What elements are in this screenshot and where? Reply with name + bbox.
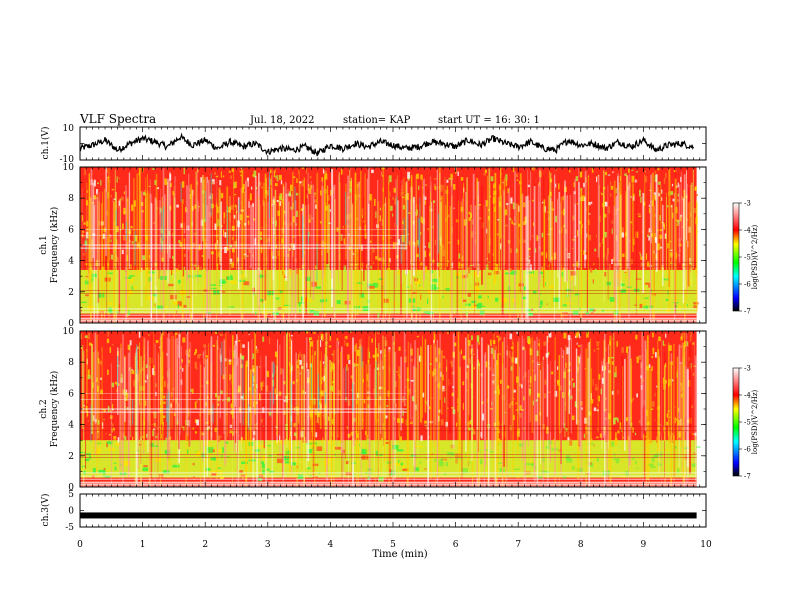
spec1-ytick-label: 2 <box>68 288 74 298</box>
colorbar-tick-label: -4 <box>744 392 751 400</box>
ch3-signal-line <box>80 512 697 519</box>
x-tick-label: 9 <box>641 540 647 550</box>
spec1-ytick-label: 0 <box>68 319 74 329</box>
colorbar-ch2-label: log(PSD)(V^2/Hz) <box>751 389 759 454</box>
x-axis-label: Time (min) <box>372 549 427 560</box>
x-tick-label: 10 <box>700 540 712 550</box>
spec2-ytick-label: 8 <box>68 358 74 368</box>
ch3-ytick-label: -5 <box>65 523 74 533</box>
spec2-ytick-label: 4 <box>68 421 74 431</box>
spec1-ytick-label: 6 <box>68 225 74 235</box>
ch1-waveform-line <box>79 132 695 157</box>
colorbar-ch2: -7 -6 -5 -4 -3 log(PSD)(V^2/Hz) <box>732 365 759 481</box>
x-tick-label: 1 <box>140 540 146 550</box>
colorbar-tick-label: -3 <box>744 365 751 373</box>
x-tick-label: 3 <box>265 540 271 550</box>
ch2-spec-ylabel-freq: Frequency (kHz) <box>49 371 60 448</box>
ch1-waveform-panel: 10 -10 ch.1(V) <box>40 124 707 165</box>
colorbar-ch1-label: log(PSD)(V^2/Hz) <box>751 224 759 289</box>
ch3-panel: -505 ch.3(V) 0 1 2 3 4 5 6 7 8 9 10 Time (min) <box>40 490 712 560</box>
x-tick-label: 6 <box>453 540 459 550</box>
colorbar-tick-label: -4 <box>744 227 751 235</box>
colorbar-tick-label: -5 <box>744 419 751 427</box>
x-tick-label: 8 <box>578 540 584 550</box>
colorbar-tick-label: -3 <box>744 200 751 208</box>
ch1-ylabel: ch.1(V) <box>40 127 51 160</box>
colorbar-tick-label: -7 <box>744 473 751 481</box>
x-tick-label: 7 <box>515 540 521 550</box>
colorbar-tick-label: -6 <box>744 281 751 289</box>
ch3-ytick-label: 0 <box>68 507 74 517</box>
x-tick-label: 5 <box>390 540 396 550</box>
ch1-spec-ylabel-channel: ch.1 <box>39 235 49 254</box>
spec2-ytick-label: 6 <box>68 389 74 399</box>
station-label: station= KAP <box>343 115 411 126</box>
spec2-ytick-label: 10 <box>63 327 75 337</box>
x-tick-label: 0 <box>77 540 83 550</box>
colorbar-tick-label: -5 <box>744 254 751 262</box>
colorbar-tick-label: -7 <box>744 308 751 316</box>
spec2-ytick-label: 0 <box>68 483 74 493</box>
date-label: Jul. 18, 2022 <box>249 115 315 126</box>
colorbar-tick-label: -6 <box>744 446 751 454</box>
ch1-ytick-bottom: -10 <box>60 155 75 165</box>
spec2-ytick-label: 2 <box>68 452 74 462</box>
ch3-ylabel: ch.3(V) <box>40 494 51 527</box>
x-tick-label: 4 <box>328 540 334 550</box>
start-time-label: start UT = 16: 30: 1 <box>438 115 540 126</box>
spec1-ytick-label: 4 <box>68 257 74 267</box>
ch3-ytick-label: 5 <box>68 490 74 500</box>
ch1-spec-ylabel-freq: Frequency (kHz) <box>49 207 60 284</box>
x-tick-label: 2 <box>202 540 208 550</box>
ch1-ytick-top: 10 <box>63 124 75 134</box>
figure-title: VLF Spectra <box>79 112 156 126</box>
ch2-spec-ylabel-channel: ch.2 <box>39 399 49 418</box>
colorbar-ch1: -7 -6 -5 -4 -3 log(PSD)(V^2/Hz) <box>732 200 759 316</box>
ch2-spectrogram-panel: 0 2 4 6 8 10 ch.2 Frequency (kHz) <box>39 327 707 493</box>
ch1-spectrogram-panel: 0 2 4 6 8 10 ch.1 Frequency (kHz) <box>39 163 707 329</box>
spec1-ytick-label: 10 <box>63 163 75 173</box>
spec1-ytick-label: 8 <box>68 194 74 204</box>
